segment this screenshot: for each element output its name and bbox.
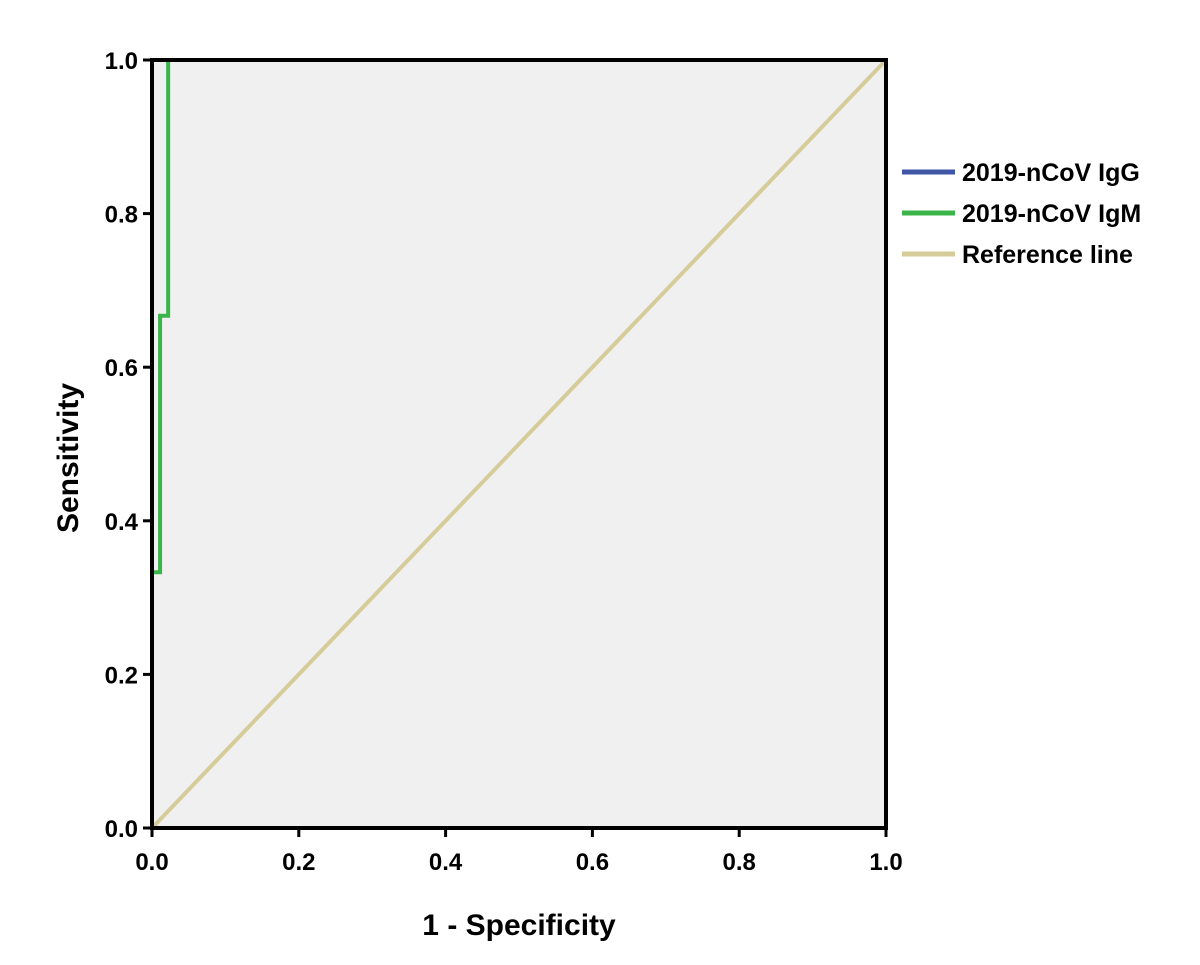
- legend-label-2019-ncov-igg: 2019-nCoV IgG: [962, 159, 1140, 187]
- x-tick-label: 1.0: [869, 849, 902, 876]
- y-axis-title: Sensitivity: [52, 383, 85, 533]
- y-tick-label: 0.2: [105, 662, 138, 689]
- x-tick-label: 0.2: [282, 849, 315, 876]
- y-tick-label: 0.0: [105, 816, 138, 843]
- x-tick-label: 0.4: [429, 849, 463, 876]
- y-tick-label: 0.6: [105, 355, 138, 382]
- y-tick-label: 0.8: [105, 202, 138, 229]
- plot-frame: [150, 58, 888, 830]
- y-tick-label: 1.0: [105, 48, 138, 75]
- x-tick-label: 0.0: [135, 849, 168, 876]
- ticks-layer: 0.0 0.2 0.4 0.6 0.8 1.0 0.0 0.2 0.4 0.6 0.8 1.0: [105, 48, 903, 876]
- x-tick-label: 0.6: [576, 849, 609, 876]
- legend: 2019-nCoV IgG 2019-nCoV IgM Reference line: [902, 159, 1141, 269]
- y-tick-label: 0.4: [105, 509, 139, 536]
- x-axis-title: 1 - Specificity: [422, 909, 616, 942]
- legend-label-2019-ncov-igm: 2019-nCoV IgM: [962, 200, 1141, 228]
- series-line-reference-line: [150, 58, 888, 830]
- x-tick-label: 0.8: [723, 849, 756, 876]
- legend-label-reference-line: Reference line: [962, 241, 1133, 269]
